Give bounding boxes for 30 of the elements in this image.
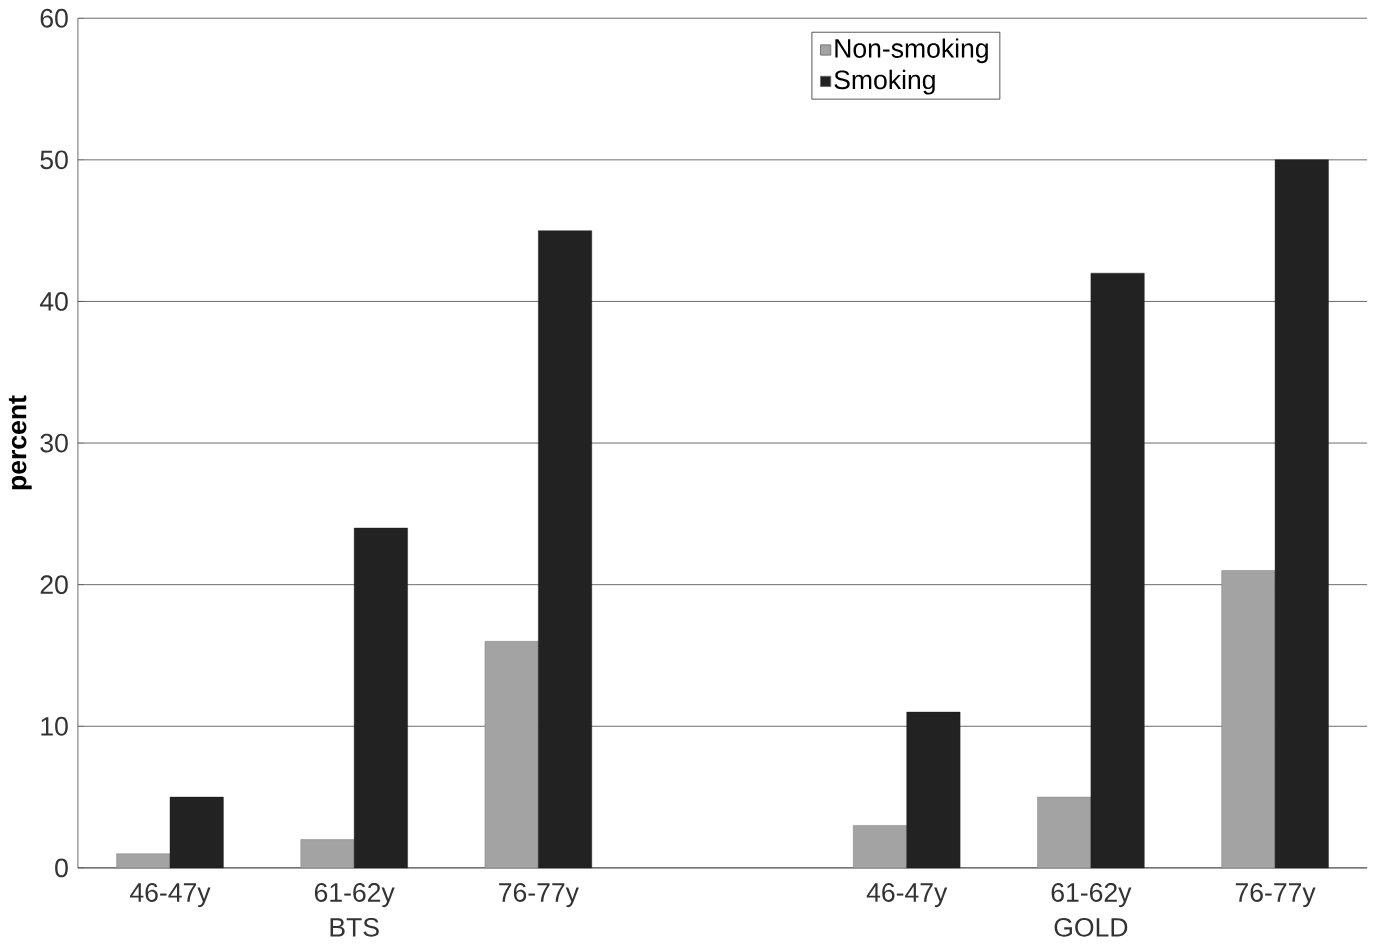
bar <box>353 528 408 869</box>
y-tick-label: 10 <box>41 717 68 736</box>
x-tick-label: 46-47y <box>130 883 211 908</box>
y-tick-label: 60 <box>40 9 68 28</box>
bar <box>1221 570 1276 869</box>
bar <box>484 641 539 869</box>
bar <box>906 712 961 869</box>
x-tick-label: 76-77y <box>1235 883 1316 908</box>
bar <box>1037 797 1092 869</box>
x-tick-label: 61-62y <box>314 883 395 908</box>
bar <box>853 825 907 869</box>
y-axis-title: percent <box>8 395 32 490</box>
y-tick-label: 30 <box>40 433 68 453</box>
y-tick-label: 20 <box>40 575 68 595</box>
bar <box>169 797 224 869</box>
x-tick-label: 76-77y <box>499 883 579 908</box>
bar <box>538 230 592 869</box>
x-tick-label: 46-47y <box>866 883 948 908</box>
bar <box>1274 159 1329 869</box>
legend-label: Smoking <box>834 69 935 95</box>
bar <box>300 839 355 869</box>
bar <box>116 853 171 869</box>
y-tick-label: 50 <box>40 150 68 170</box>
text: GOLD <box>1054 918 1128 937</box>
y-tick-label: 0 <box>55 858 68 878</box>
text: BTS <box>330 918 379 937</box>
y-tick-label: 40 <box>39 292 68 312</box>
legend-label: Non-smoking <box>835 38 988 64</box>
x-tick-label: 61-62y <box>1051 883 1132 908</box>
bar <box>1090 273 1145 869</box>
